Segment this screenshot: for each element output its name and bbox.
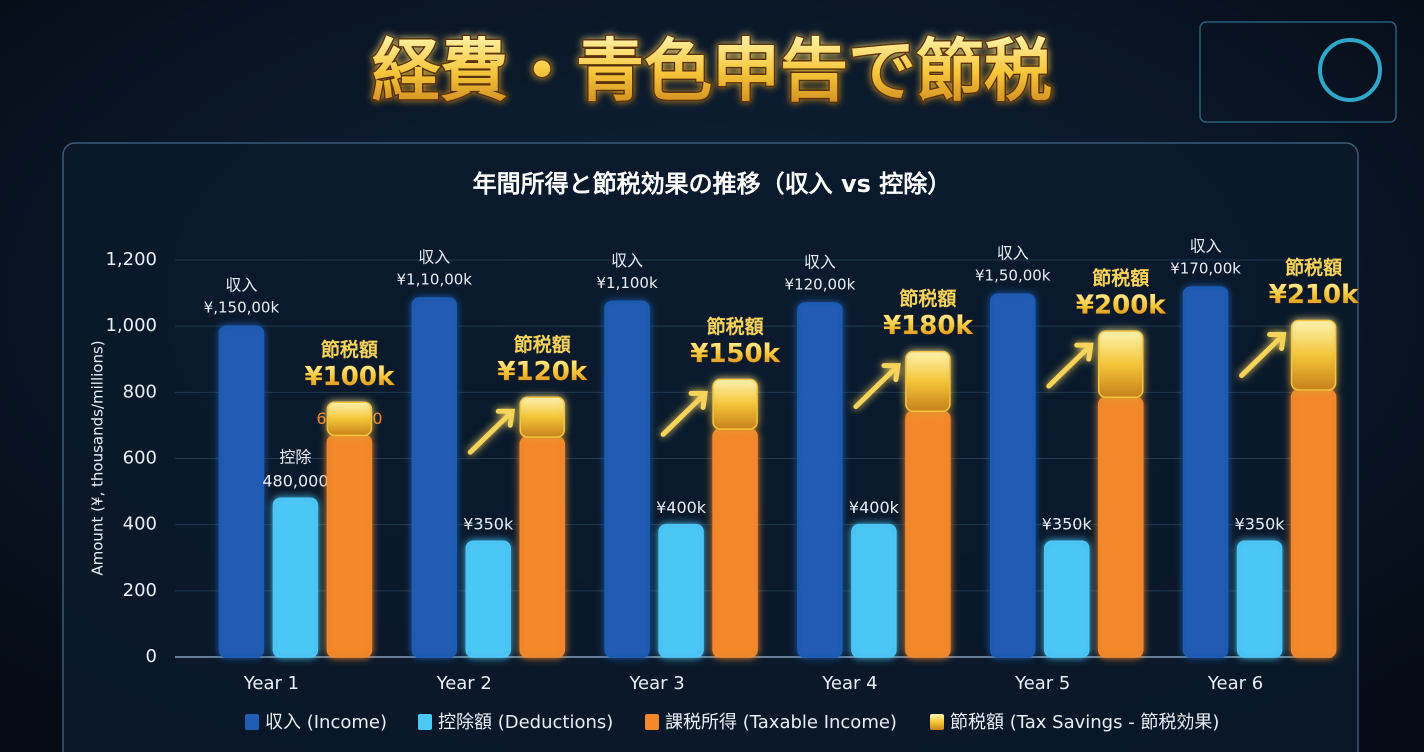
legend-swatch bbox=[930, 714, 944, 730]
savings-title: 節税額 bbox=[707, 315, 764, 338]
data-label: ¥400k bbox=[849, 498, 900, 517]
bar bbox=[604, 300, 650, 658]
bar-annotation: ¥1,100k bbox=[596, 274, 657, 292]
bar-annotation: 控除 bbox=[279, 448, 311, 467]
arrow bbox=[467, 408, 516, 455]
y-tick-label: 800 bbox=[123, 381, 157, 402]
y-tick-label: 600 bbox=[123, 448, 157, 469]
arrow bbox=[660, 390, 708, 437]
data-label: ¥200k bbox=[1076, 291, 1166, 321]
y-axis-label: Amount (¥, thousands/millions) bbox=[89, 340, 107, 575]
bar bbox=[1098, 396, 1144, 658]
legend-label: 課税所得 (Taxable Income) bbox=[665, 712, 897, 733]
data-label: ¥180k bbox=[883, 311, 973, 341]
data-label: ¥150k bbox=[690, 339, 780, 369]
arrow bbox=[1046, 342, 1094, 389]
bar bbox=[797, 302, 843, 658]
bar-annotation-title: 収入 bbox=[225, 276, 257, 295]
savings-title: 節税額 bbox=[1092, 267, 1149, 290]
savings-title: 節税額 bbox=[514, 333, 571, 356]
x-tick-label: Year 2 bbox=[436, 673, 492, 694]
bar bbox=[905, 410, 951, 658]
x-tick-label: Year 4 bbox=[821, 673, 877, 694]
bar bbox=[851, 523, 897, 658]
data-label: ¥350k bbox=[1042, 515, 1093, 534]
data-label: 480,000 bbox=[262, 472, 328, 491]
y-tick-label: 200 bbox=[123, 580, 157, 601]
bar-annotation: ¥1,50,00k bbox=[975, 267, 1051, 285]
data-label: ¥210k bbox=[1269, 280, 1359, 310]
legend-label: 節税額 (Tax Savings - 節税効果) bbox=[950, 712, 1219, 733]
y-tick-label: 1,200 bbox=[105, 249, 157, 270]
bar-annotation: ¥1,10,00k bbox=[397, 271, 473, 289]
y-tick-label: 0 bbox=[146, 646, 157, 667]
legend-label: 収入 (Income) bbox=[265, 712, 387, 733]
legend-swatch bbox=[418, 714, 432, 730]
data-label: ¥350k bbox=[463, 515, 514, 534]
x-tick-label: Year 6 bbox=[1207, 673, 1263, 694]
savings-title: 節税額 bbox=[899, 287, 956, 310]
savings-title: 節税額 bbox=[321, 338, 378, 361]
legend-swatch bbox=[245, 714, 259, 730]
chart-title: 年間所得と節税効果の推移（収入 vs 控除） bbox=[473, 170, 952, 198]
bar-annotation-title: 収入 bbox=[804, 253, 836, 272]
arrow bbox=[853, 363, 901, 410]
x-tick-label: Year 1 bbox=[243, 673, 299, 694]
bar-annotation-title: 収入 bbox=[1190, 237, 1222, 256]
bar bbox=[1098, 330, 1144, 399]
bar bbox=[990, 293, 1036, 658]
bar bbox=[519, 396, 565, 438]
bar-annotation: ¥170,00k bbox=[1170, 260, 1241, 278]
data-label: ¥350k bbox=[1235, 515, 1286, 534]
savings-title: 節税額 bbox=[1285, 256, 1342, 279]
data-label: ¥120k bbox=[497, 357, 587, 387]
y-tick-label: 1,000 bbox=[105, 315, 157, 336]
bar bbox=[1236, 540, 1283, 658]
bar bbox=[326, 401, 373, 437]
data-label: ¥100k bbox=[305, 362, 395, 392]
arrow bbox=[1239, 332, 1287, 379]
bar bbox=[218, 325, 265, 658]
y-tick-label: 400 bbox=[123, 514, 157, 535]
legend-label: 控除額 (Deductions) bbox=[438, 712, 613, 733]
headline: 経費・青色申告で節税 bbox=[372, 33, 1052, 112]
bar bbox=[272, 497, 319, 658]
decor-ring bbox=[1318, 38, 1382, 102]
bar bbox=[712, 378, 758, 430]
decor-panel bbox=[1199, 21, 1397, 123]
bar bbox=[712, 428, 758, 658]
bar bbox=[1290, 389, 1337, 658]
bar-annotation-title: 収入 bbox=[611, 251, 643, 270]
bar-annotation-title: 収入 bbox=[997, 244, 1029, 263]
x-tick-label: Year 3 bbox=[628, 673, 684, 694]
bar bbox=[1290, 319, 1337, 391]
x-tick-label: Year 5 bbox=[1014, 673, 1070, 694]
bar-annotation-title: 収入 bbox=[418, 248, 450, 267]
legend-swatch bbox=[645, 714, 659, 730]
bar bbox=[519, 436, 565, 658]
bar bbox=[1182, 286, 1229, 658]
bar bbox=[658, 523, 704, 658]
bar bbox=[905, 350, 951, 412]
bar-annotation: ¥120,00k bbox=[785, 276, 856, 294]
bar bbox=[326, 434, 373, 658]
bar bbox=[465, 540, 511, 658]
bar bbox=[411, 297, 457, 658]
bar bbox=[1044, 540, 1090, 658]
bar-annotation: ¥,150,00k bbox=[204, 299, 280, 317]
data-label: ¥400k bbox=[656, 498, 707, 517]
